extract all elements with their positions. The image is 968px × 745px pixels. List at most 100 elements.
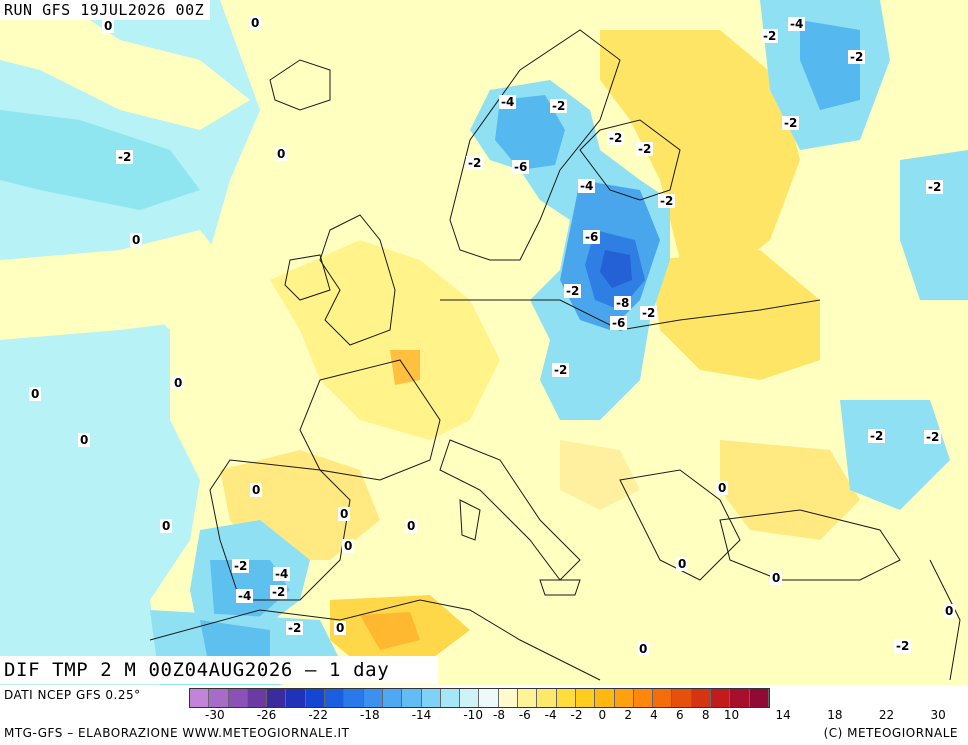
contour-label: 0 <box>275 147 288 161</box>
contour-label: 0 <box>172 376 185 390</box>
contour-label: 0 <box>637 642 650 656</box>
legend-swatch <box>325 689 345 707</box>
legend-swatch <box>344 689 364 707</box>
legend-swatch <box>691 689 712 707</box>
legend-swatch <box>421 689 441 707</box>
contour-label: 0 <box>250 483 263 497</box>
contour-label: -2 <box>466 156 484 170</box>
contour-label: -2 <box>782 116 800 130</box>
legend-swatch <box>711 689 731 707</box>
legend-swatch <box>614 689 634 707</box>
legend-swatch <box>575 689 596 707</box>
contour-label: -8 <box>614 296 632 310</box>
temperature-anomaly-map: RUN GFS 19JUL2026 00Z 0 0 -2 0 0 0 0 0 0… <box>0 0 968 685</box>
contour-label: 0 <box>160 519 173 533</box>
map-canvas <box>0 0 968 685</box>
contour-label: -2 <box>564 284 582 298</box>
legend-tick-label: 4 <box>650 708 658 722</box>
legend-swatch <box>479 689 499 707</box>
legend-tick-label: 8 <box>701 708 710 722</box>
contour-label: -2 <box>894 639 912 653</box>
contour-label: 0 <box>102 19 115 33</box>
contour-label: 0 <box>405 519 418 533</box>
legend-swatch <box>247 689 268 707</box>
contour-label: -2 <box>270 585 288 599</box>
contour-label: -4 <box>236 589 254 603</box>
legend-tick-label: -4 <box>544 708 557 722</box>
legend-swatch <box>672 689 692 707</box>
legend-swatch <box>267 689 287 707</box>
legend-swatch <box>518 689 538 707</box>
contour-label: -6 <box>512 160 530 174</box>
data-source: DATI NCEP GFS 0.25° <box>4 688 141 702</box>
legend-tick-label: -8 <box>493 708 505 722</box>
contour-label: 0 <box>943 604 956 618</box>
legend-swatch <box>498 689 519 707</box>
contour-label: -2 <box>286 621 304 635</box>
legend-tick-label: -2 <box>570 708 583 722</box>
legend-tick-label: -10 <box>463 708 483 722</box>
contour-label: -2 <box>926 180 944 194</box>
contour-label: -2 <box>116 150 134 164</box>
map-title: DIF TMP 2 M 00Z04AUG2026 – 1 day <box>0 656 438 684</box>
contour-label: 0 <box>29 387 42 401</box>
contour-label: 0 <box>676 557 689 571</box>
legend-swatch <box>305 689 326 707</box>
contour-label: -2 <box>761 29 779 43</box>
legend-tick-label: 2 <box>624 708 632 722</box>
legend-swatch <box>440 689 461 707</box>
legend-tick-label: 18 <box>827 708 843 722</box>
legend-tick-label: -30 <box>205 708 225 722</box>
contour-label: -6 <box>610 316 628 330</box>
legend-swatch <box>749 689 769 707</box>
legend-tick-label: 6 <box>676 708 684 722</box>
legend-tick-label: 30 <box>930 708 946 722</box>
contour-label: -2 <box>232 559 250 573</box>
contour-label: 0 <box>249 16 262 30</box>
legend-tick-label: -14 <box>411 708 432 722</box>
legend-tick-label: -18 <box>360 708 380 722</box>
contour-label: -4 <box>273 567 291 581</box>
legend-swatch <box>653 689 673 707</box>
contour-label: -2 <box>552 363 570 377</box>
run-label: RUN GFS 19JUL2026 00Z <box>0 0 211 20</box>
contour-label: -4 <box>499 95 517 109</box>
contour-label: -4 <box>578 179 596 193</box>
contour-label: -2 <box>607 131 625 145</box>
legend-swatch <box>537 689 557 707</box>
contour-label: -2 <box>868 429 886 443</box>
legend-ticks: -30 -26 -22 -18 -14 -10 -8 -6 -4 -2 0 2 4 6 8 10 14 18 22 3… <box>189 708 964 724</box>
legend-swatch <box>363 689 383 707</box>
legend-swatch <box>190 689 210 707</box>
legend-swatch <box>209 689 229 707</box>
legend-tick-label: 22 <box>878 708 895 722</box>
contour-label: -2 <box>550 99 568 113</box>
legend-tick-label: 14 <box>775 708 791 722</box>
contour-label: 0 <box>78 433 91 447</box>
contour-label: 0 <box>342 539 355 553</box>
legend-swatch <box>556 689 576 707</box>
copyright-text: (C) METEOGIORNALE <box>823 726 958 740</box>
credit-text: MTG-GFS – ELABORAZIONE WWW.METEOGIORNALE… <box>4 726 350 740</box>
contour-label: 0 <box>716 481 729 495</box>
contour-label: -2 <box>848 50 866 64</box>
legend-swatch <box>595 689 615 707</box>
color-legend <box>189 688 770 708</box>
contour-label: -6 <box>583 230 601 244</box>
contour-label: -2 <box>924 430 942 444</box>
legend-tick-label: -6 <box>518 708 531 722</box>
contour-label: 0 <box>334 621 347 635</box>
contour-label: 0 <box>770 571 783 585</box>
contour-label: 0 <box>130 233 143 247</box>
legend-swatch <box>228 689 248 707</box>
legend-swatch <box>730 689 750 707</box>
legend-swatch <box>382 689 403 707</box>
legend-tick-label: -22 <box>308 708 328 722</box>
legend-tick-label: -26 <box>256 708 277 722</box>
legend-swatch <box>402 689 422 707</box>
contour-label: 0 <box>338 507 351 521</box>
contour-label: -2 <box>636 142 654 156</box>
legend-swatch <box>286 689 306 707</box>
contour-label: -4 <box>788 17 806 31</box>
legend-swatch <box>633 689 654 707</box>
